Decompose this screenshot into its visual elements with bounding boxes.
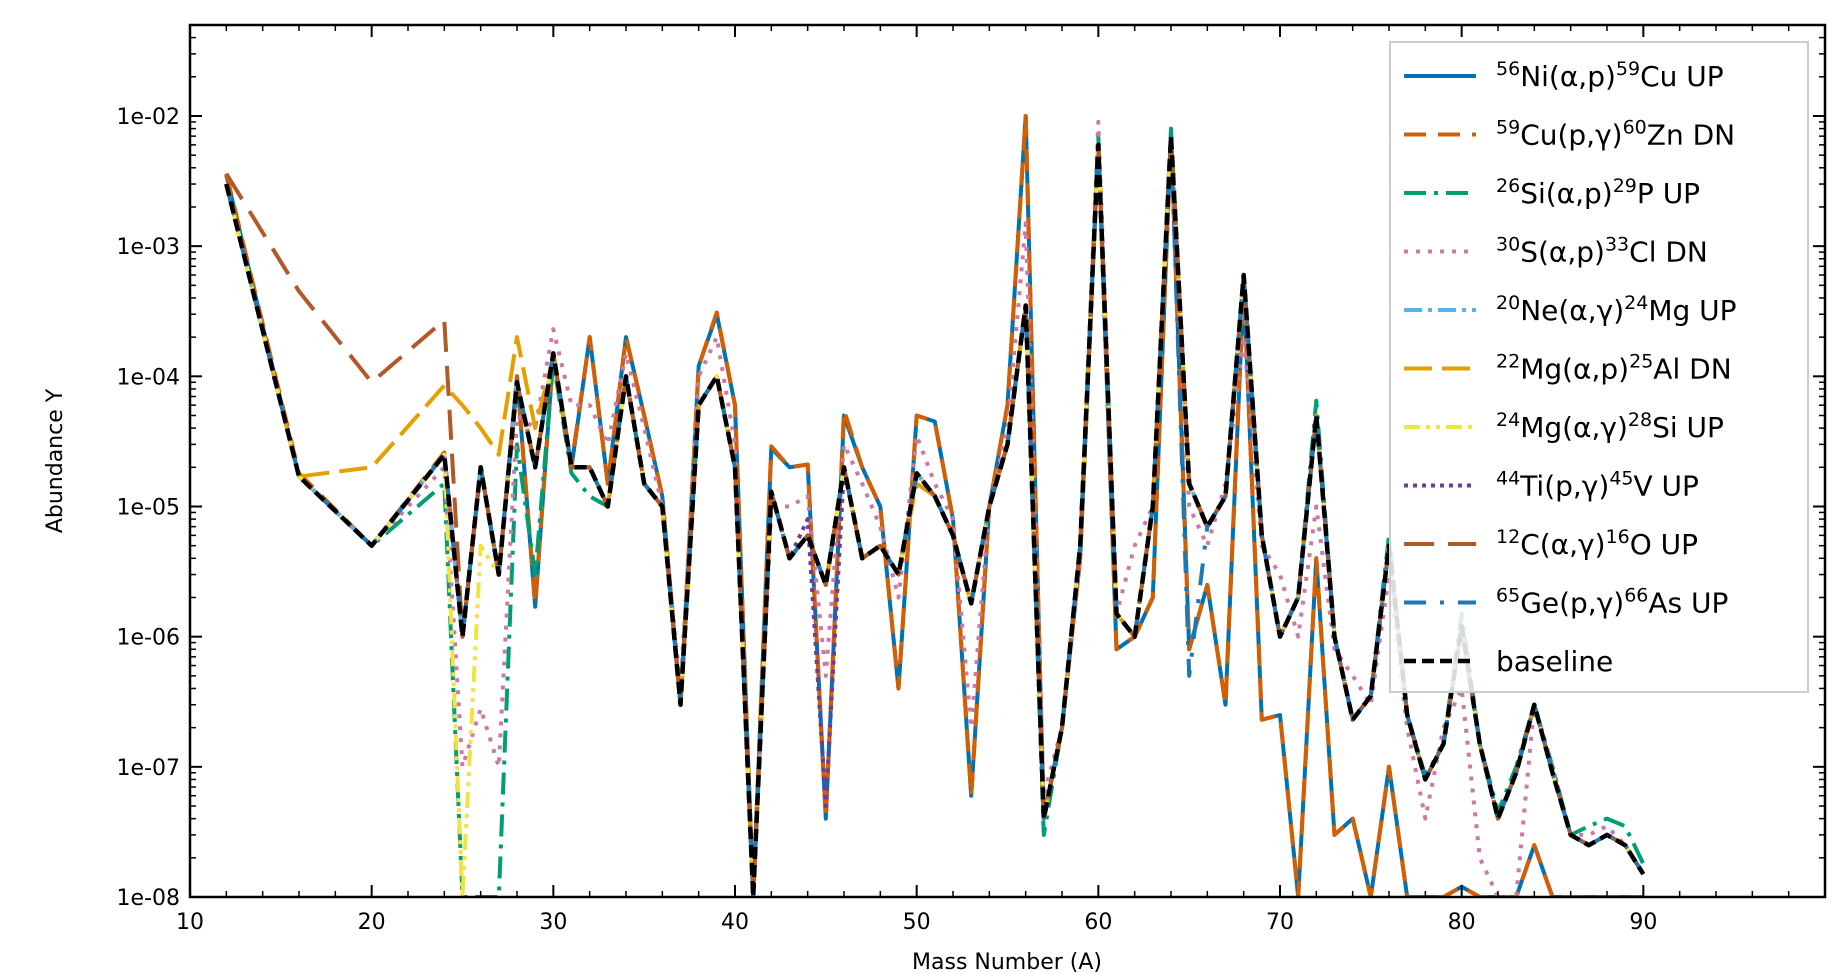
x-tick-label: 10 [176,910,204,935]
y-tick-label: 1e-03 [117,235,180,260]
y-tick-label: 1e-02 [117,105,180,130]
legend-label-10: 65Ge(p,γ)66As UP [1496,585,1728,620]
series-layer [224,114,1646,897]
y-axis-title: Abundance Y [43,388,68,533]
x-axis-title: Mass Number (A) [912,950,1102,974]
x-tick-label: 70 [1266,910,1294,935]
plot-frame [188,23,1827,899]
x-tick-label: 90 [1629,910,1657,935]
legend-label-8: 44Ti(p,γ)45V UP [1496,468,1699,503]
legend-label-4: 30S(α,p)33Cl DN [1496,234,1708,269]
x-axis: 10 20 30 40 50 60 70 80 90 [176,25,1790,935]
legend-label-2: 59Cu(p,γ)60Zn DN [1496,117,1735,152]
series-line-11 [224,133,1646,897]
x-tick-label: 60 [1084,910,1112,935]
y-tick-label: 1e-06 [117,626,180,651]
legend-label-1: 56Ni(α,p)59Cu UP [1496,58,1724,93]
x-tick-label: 40 [721,910,749,935]
legend-label-5: 20Ne(α,γ)24Mg UP [1496,292,1737,327]
legend-label-9: 12C(α,γ)16O UP [1496,526,1698,561]
series-line-4 [224,119,1645,897]
y-tick-label: 1e-04 [117,365,180,390]
x-tick-label: 30 [539,910,567,935]
y-tick-label: 1e-05 [117,495,180,520]
legend-label-3: 26Si(α,p)29P UP [1496,175,1700,210]
legend: 56Ni(α,p)59Cu UP 59Cu(p,γ)60Zn DN 26Si(α,p… [1389,41,1809,693]
y-axis: 1e-08 1e-07 1e-06 1e-05 1e-04 1e-03 1e-02 [117,24,1825,911]
x-tick-label: 50 [903,910,931,935]
legend-label-6: 22Mg(α,p)25Al DN [1496,351,1732,386]
series-line-2 [224,114,1644,897]
x-tick-label: 20 [358,910,386,935]
legend-label-11: baseline [1496,645,1613,678]
x-tick-label: 80 [1448,910,1476,935]
y-tick-label: 1e-08 [117,886,180,911]
legend-label-7: 24Mg(α,γ)28Si UP [1496,409,1724,444]
y-tick-label: 1e-07 [117,756,180,781]
